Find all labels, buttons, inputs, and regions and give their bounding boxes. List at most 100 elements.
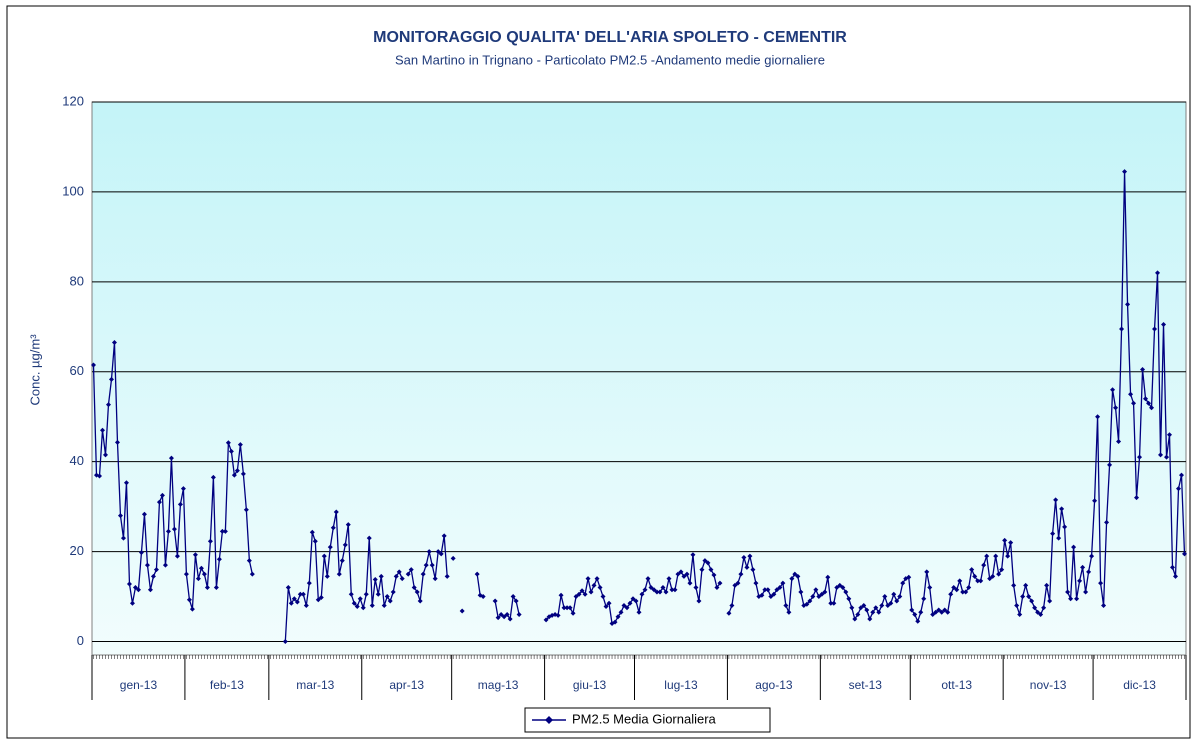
data-point [189,606,195,612]
data-point [987,576,993,582]
data-point [1143,396,1149,402]
data-point [948,591,954,597]
data-point [684,571,690,577]
data-point [294,599,300,605]
data-point [636,609,642,615]
y-axis-label: Conc. µg/m³ [27,334,42,406]
data-point [339,558,345,564]
data-point [672,587,678,593]
data-point [243,507,249,513]
data-point [843,589,849,595]
data-point [351,600,357,606]
data-point [822,589,828,595]
data-point [879,603,885,609]
data-point [249,571,255,577]
data-point [210,474,216,480]
data-point [510,594,516,600]
data-point [300,591,306,597]
data-point [1074,596,1080,602]
data-point [870,609,876,615]
x-tick-label: feb-13 [210,678,244,692]
x-tick-label: ago-13 [755,678,793,692]
data-point [306,580,312,586]
data-point [1023,582,1029,588]
data-point [618,609,624,615]
data-point [1002,537,1008,543]
data-point [315,597,321,603]
data-point [297,591,303,597]
data-point [96,473,102,479]
data-point [867,616,873,622]
y-tick-label: 0 [77,633,84,648]
data-point [831,600,837,606]
x-tick-label: ott-13 [941,678,972,692]
data-point [162,562,168,568]
data-point [1116,438,1122,444]
data-point [435,549,441,555]
data-point [1041,605,1047,611]
data-point [804,601,810,607]
data-point [708,567,714,573]
data-point [894,598,900,604]
chart-subtitle: San Martino in Trignano - Particolato PM… [395,52,825,67]
data-point [897,594,903,600]
data-point [810,594,816,600]
data-point [630,596,636,602]
data-point [645,576,651,582]
data-point [330,525,336,531]
data-point [90,362,96,368]
data-point [303,603,309,609]
data-point [570,610,576,616]
data-point [591,582,597,588]
data-point [936,607,942,613]
data-point [342,542,348,548]
data-point [1101,603,1107,609]
data-point [1044,582,1050,588]
y-tick-label: 80 [70,273,84,288]
data-point [1065,589,1071,595]
data-point [594,576,600,582]
data-point [318,594,324,600]
data-point [369,603,375,609]
data-point [1179,472,1185,478]
data-point [1050,531,1056,537]
data-point [1134,495,1140,501]
data-point [501,614,507,620]
data-point [984,553,990,559]
data-point [1047,598,1053,604]
data-point [393,573,399,579]
data-point [417,598,423,604]
data-point [888,600,894,606]
data-point [117,513,123,519]
data-point [567,605,573,611]
data-point [966,585,972,591]
data-point [606,600,612,606]
data-point [174,553,180,559]
data-point [576,591,582,597]
data-point [1095,414,1101,420]
data-point [951,585,957,591]
data-point [165,528,171,534]
y-tick-label: 120 [62,93,84,108]
data-point [690,552,696,558]
data-point [1080,564,1086,570]
data-point [1122,169,1128,175]
data-point [216,556,222,562]
data-point [282,639,288,645]
data-point [234,468,240,474]
data-point [714,585,720,591]
data-point [1068,596,1074,602]
data-point [777,585,783,591]
data-point [183,571,189,577]
data-point [774,587,780,593]
data-point [1092,498,1098,504]
data-point [156,499,162,505]
data-point [198,565,204,571]
x-tick-label: giu-13 [573,678,607,692]
data-point [927,585,933,591]
data-point [1107,462,1113,468]
data-point [834,585,840,591]
data-point [1056,535,1062,541]
data-point [333,509,339,515]
data-point [321,553,327,559]
